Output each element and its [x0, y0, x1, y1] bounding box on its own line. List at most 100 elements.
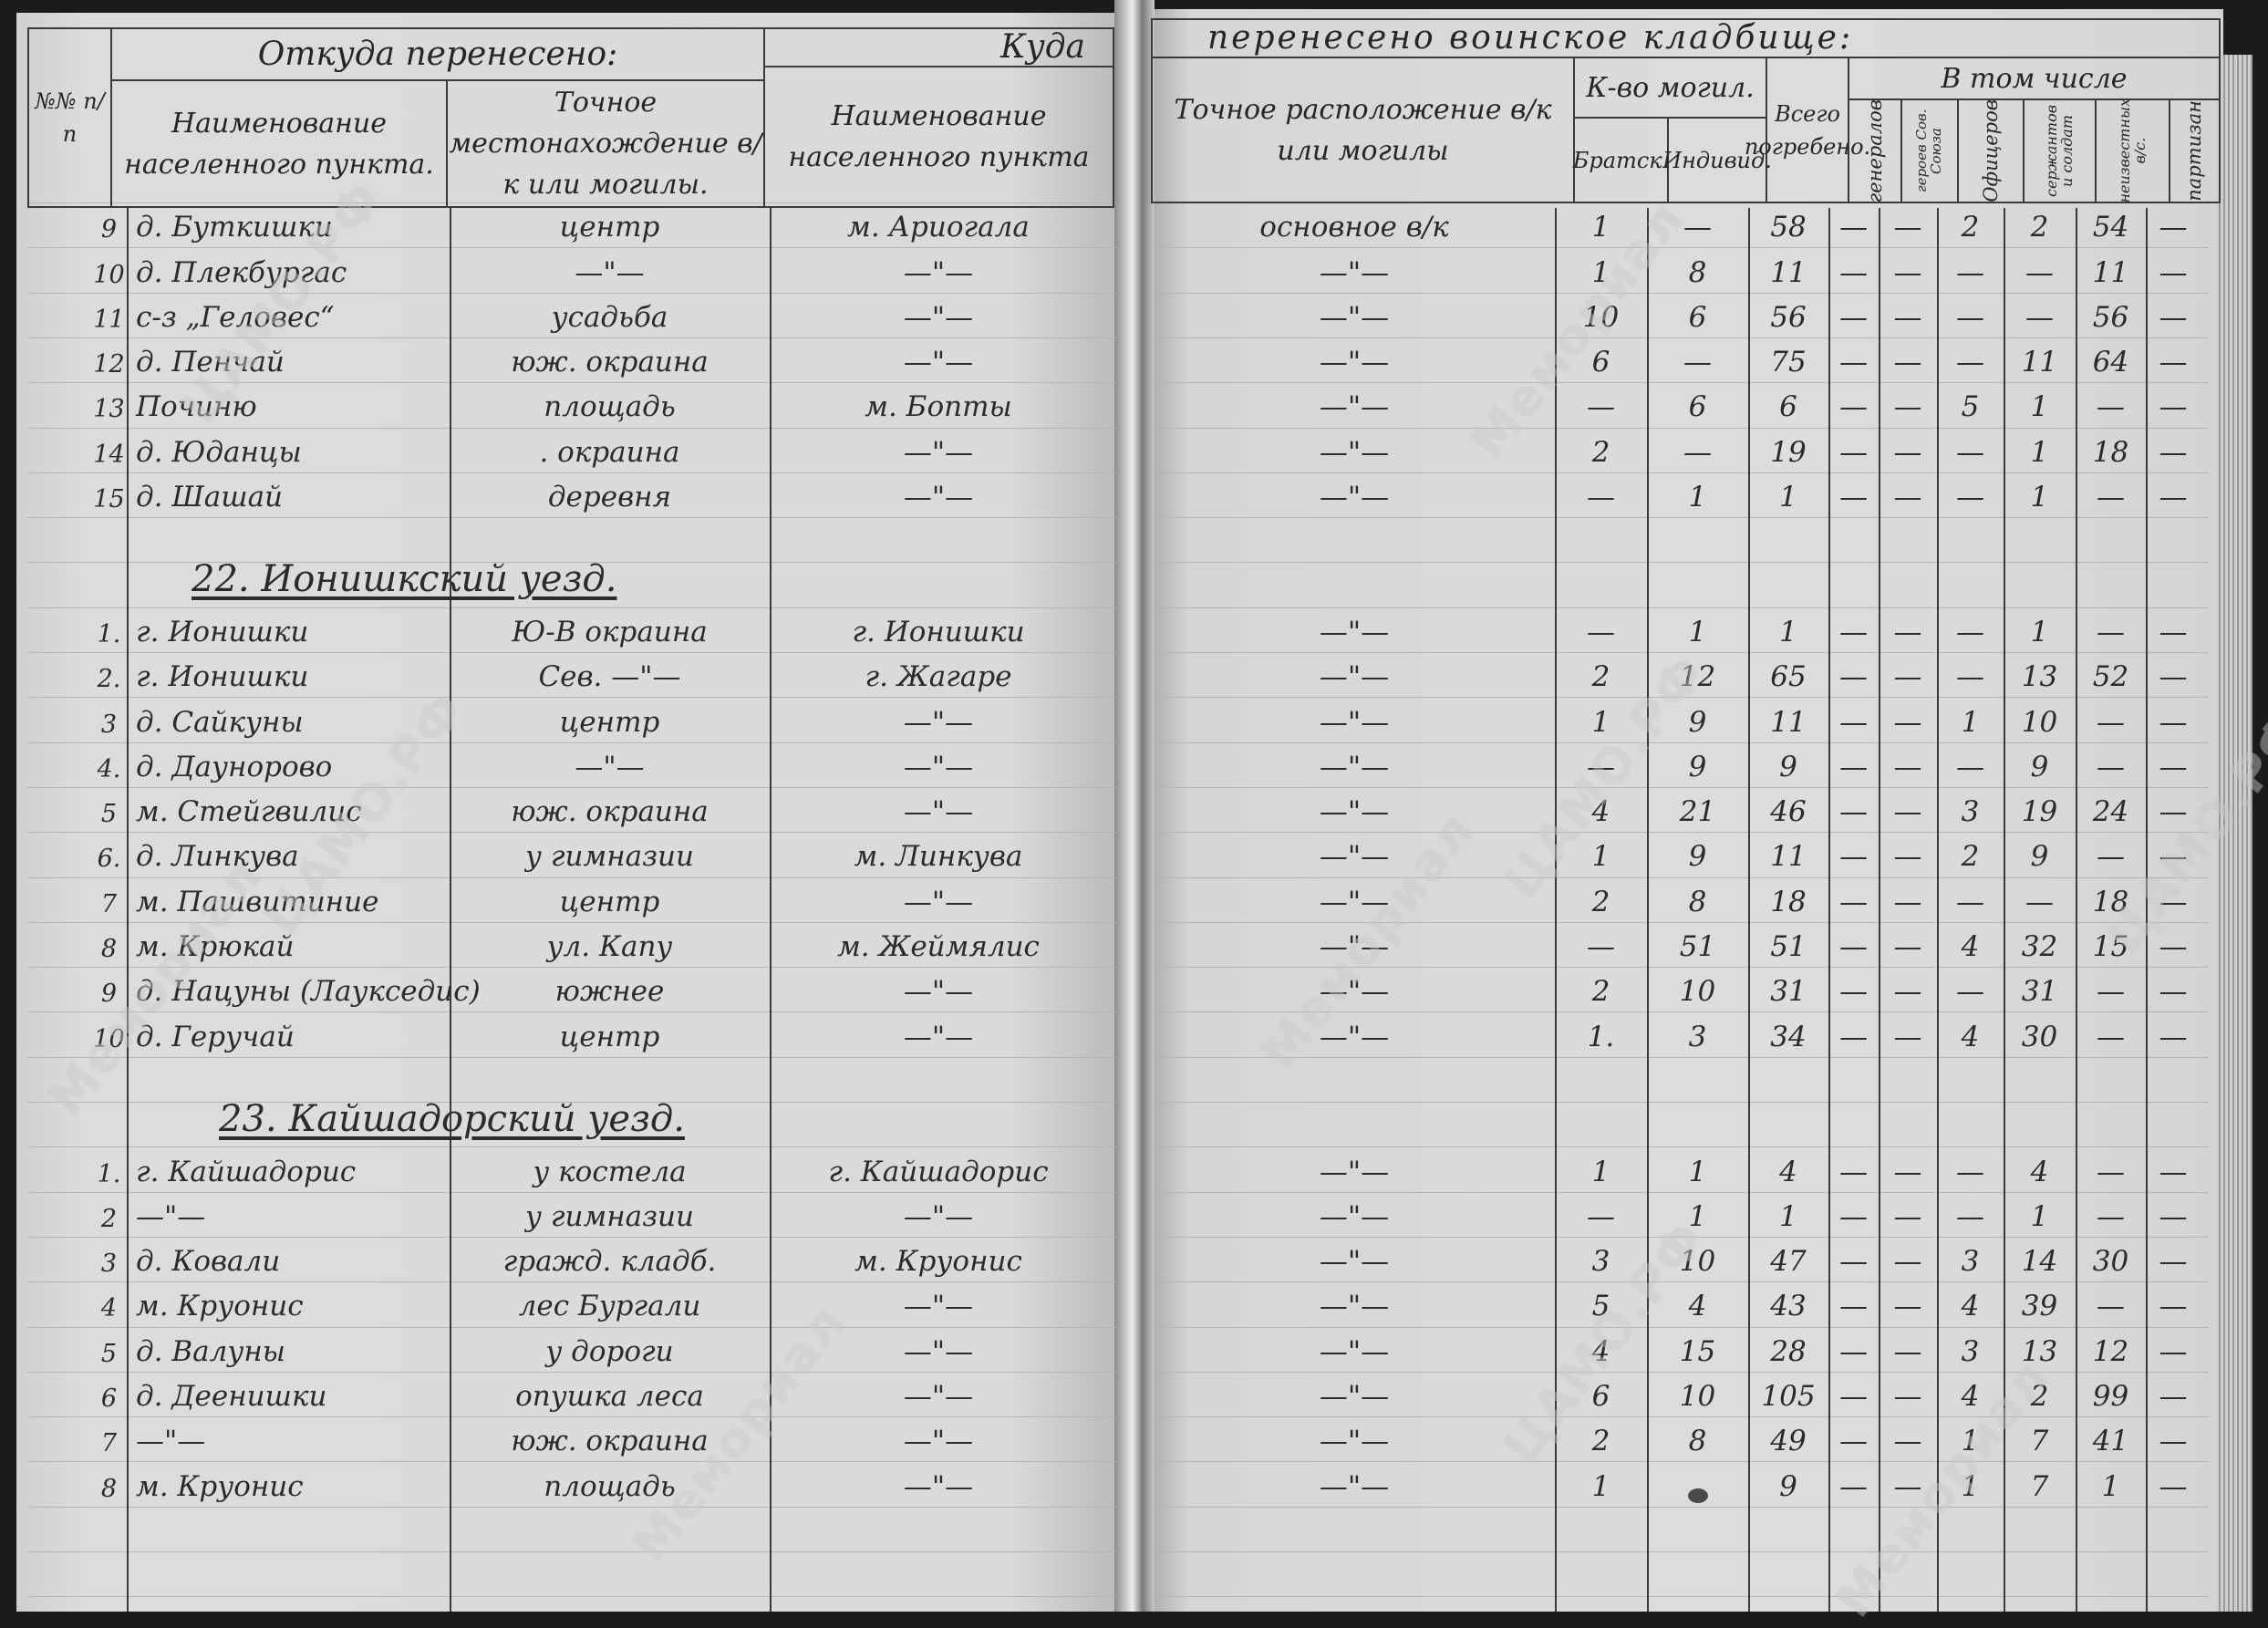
cell-soldiers: 1: [2030, 435, 2049, 469]
cell-partisans: —: [2159, 1245, 2188, 1279]
cell-no: 1.: [97, 1159, 121, 1188]
cell-from-place: м. Круонис: [136, 1290, 304, 1323]
page-edges: [2216, 55, 2252, 1612]
cell-to-location: —"—: [1319, 1245, 1390, 1279]
cell-from-place: д. Линкува: [136, 840, 299, 874]
column-line: [1748, 208, 1750, 1612]
cell-officers: —: [1956, 1155, 1984, 1188]
column-line: [450, 208, 451, 1612]
header-to-place: Наименование населенного пункта: [763, 66, 1114, 208]
ruled-line: [27, 337, 1117, 338]
ruled-line: [1151, 428, 2209, 429]
cell-from-place: д. Деенишки: [136, 1380, 327, 1414]
cell-from-place: д. Валуны: [136, 1334, 286, 1368]
cell-generals: —: [1839, 300, 1868, 334]
cell-heroes: —: [1893, 346, 1922, 379]
ruled-line: [1151, 517, 2209, 518]
ruled-line: [1151, 832, 2209, 833]
cell-soldiers: 13: [2021, 660, 2058, 694]
ruled-line: [1151, 1102, 2209, 1103]
cell-mass: —: [1587, 481, 1615, 514]
cell-to-place: —"—: [903, 975, 974, 1009]
cell-no: 5: [100, 1339, 118, 1368]
cell-individual: 10: [1679, 975, 1716, 1009]
cell-total: 46: [1770, 795, 1807, 829]
header-officers-cell: Офицеров: [1957, 99, 2025, 203]
cell-mass: 5: [1591, 1290, 1610, 1323]
cell-partisans: —: [2159, 615, 2188, 648]
cell-unknown: 30: [2092, 1245, 2129, 1279]
column-line: [1647, 208, 1649, 1612]
cell-heroes: —: [1893, 255, 1922, 289]
cell-unknown: —: [2097, 481, 2125, 514]
cell-unknown: 11: [2092, 255, 2129, 289]
cell-officers: 3: [1961, 1334, 1980, 1368]
cell-from-place: м. Круонис: [136, 1469, 304, 1503]
cell-heroes: —: [1893, 1290, 1922, 1323]
cell-mass: —: [1587, 750, 1615, 783]
cell-generals: —: [1839, 346, 1868, 379]
cell-from-location: —"—: [575, 255, 645, 289]
cell-from-location: центр: [559, 1020, 660, 1053]
ruled-line: [1151, 922, 2209, 923]
ruled-line: [1151, 1416, 2209, 1417]
ruled-line: [1151, 337, 2209, 338]
cell-partisans: —: [2159, 346, 2188, 379]
cell-unknown: 18: [2092, 435, 2129, 469]
ruled-line: [1151, 652, 2209, 653]
cell-partisans: —: [2159, 930, 2188, 964]
cell-officers: 4: [1961, 930, 1980, 964]
ruled-line: [1151, 1237, 2209, 1238]
cell-from-place: д. Геручай: [136, 1020, 295, 1053]
cell-partisans: —: [2159, 255, 2188, 289]
cell-from-place: д. Сайкуны: [136, 705, 304, 739]
cell-total: 1: [1779, 481, 1797, 514]
cell-from-location: южнее: [554, 975, 665, 1009]
ruled-line: [27, 472, 1117, 473]
cell-partisans: —: [2159, 300, 2188, 334]
cell-individual: 8: [1688, 1425, 1707, 1458]
cell-no: 7: [100, 1429, 118, 1458]
cell-generals: —: [1839, 1199, 1868, 1233]
cell-soldiers: 19: [2021, 795, 2058, 829]
cell-no: 3: [100, 710, 118, 739]
header-total: Всего погребено.: [1745, 57, 1870, 203]
ruled-line: [1151, 607, 2209, 608]
header-to-location: Точное расположение в/к или могилы: [1151, 57, 1575, 203]
header-partisans: партизан: [2183, 100, 2206, 202]
cell-individual: 10: [1679, 1245, 1716, 1279]
cell-heroes: —: [1893, 615, 1922, 648]
cell-unknown: —: [2097, 1290, 2125, 1323]
cell-partisans: —: [2159, 885, 2188, 918]
cell-generals: —: [1839, 1380, 1868, 1414]
ruled-line: [1151, 562, 2209, 563]
ruled-line: [1151, 382, 2209, 383]
cell-total: 49: [1770, 1425, 1807, 1458]
cell-partisans: —: [2159, 705, 2188, 739]
cell-unknown: —: [2097, 615, 2125, 648]
ruled-line: [27, 202, 1117, 203]
cell-from-location: у костела: [533, 1155, 687, 1188]
cell-individual: 8: [1688, 885, 1707, 918]
cell-heroes: —: [1893, 1469, 1922, 1503]
cell-generals: —: [1839, 750, 1868, 783]
cell-total: 75: [1770, 346, 1807, 379]
cell-total: 9: [1779, 750, 1797, 783]
cell-no: 6.: [97, 845, 121, 874]
cell-to-place: —"—: [903, 1199, 974, 1233]
cell-no: 8: [100, 1474, 118, 1503]
cell-to-location: —"—: [1319, 1380, 1390, 1414]
cell-individual: 1: [1688, 1155, 1707, 1188]
cell-soldiers: 31: [2021, 975, 2058, 1009]
cell-total: 11: [1770, 840, 1807, 874]
column-line: [2004, 208, 2005, 1612]
cell-to-place: —"—: [903, 795, 974, 829]
cell-partisans: —: [2159, 1334, 2188, 1368]
cell-unknown: 52: [2092, 660, 2129, 694]
cell-unknown: 54: [2092, 211, 2129, 244]
cell-unknown: —: [2097, 1199, 2125, 1233]
cell-heroes: —: [1893, 660, 1922, 694]
cell-individual: —: [1683, 346, 1712, 379]
section-heading: 22. Ионишкский уезд.: [192, 558, 617, 601]
cell-officers: 4: [1961, 1020, 1980, 1053]
